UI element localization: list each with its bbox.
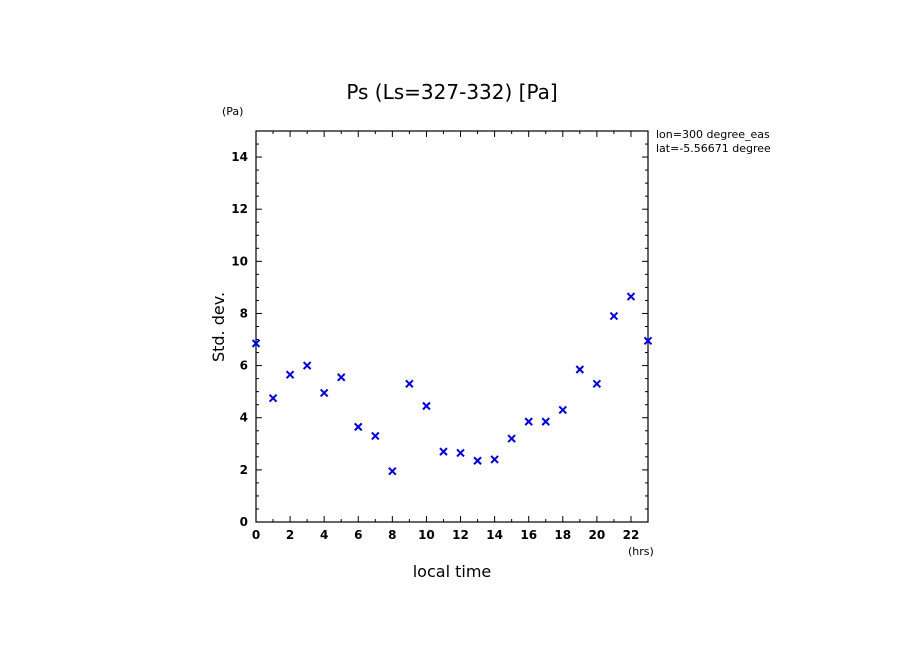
x-tick-label: 2 <box>286 528 294 542</box>
x-axis-label: local time <box>413 562 492 581</box>
data-point <box>575 365 585 374</box>
data-point <box>354 422 363 432</box>
data-point <box>439 447 448 456</box>
y-tick-label: 4 <box>240 411 248 425</box>
axis-ticks <box>255 130 649 523</box>
y-tick-label: 12 <box>231 202 248 216</box>
x-tick-label: 20 <box>589 528 606 542</box>
data-point <box>507 434 516 443</box>
x-tick-label: 18 <box>554 528 571 542</box>
data-point <box>285 370 295 379</box>
data-point <box>268 393 278 403</box>
y-tick-label: 0 <box>240 515 248 529</box>
chart-title: Ps (Ls=327-332) [Pa] <box>346 80 557 104</box>
y-tick-label: 2 <box>240 463 248 477</box>
data-points <box>251 292 653 476</box>
data-point <box>422 401 431 411</box>
data-point <box>558 405 567 415</box>
data-point <box>524 417 533 426</box>
data-point <box>609 311 619 321</box>
plot-frame <box>255 130 649 523</box>
annotation-lat: lat=-5.56671 degree <box>656 142 771 155</box>
x-tick-label: 10 <box>418 528 435 542</box>
plot-border <box>255 130 649 523</box>
data-point <box>456 448 465 458</box>
y-tick-label: 8 <box>240 306 248 320</box>
y-unit-label: (Pa) <box>222 105 243 118</box>
x-tick-label: 16 <box>520 528 537 542</box>
annotation-lon: lon=300 degree_eas <box>656 128 770 141</box>
x-tick-label: 22 <box>623 528 640 542</box>
x-tick-label: 12 <box>452 528 469 542</box>
data-point <box>643 336 653 346</box>
x-unit-label: (hrs) <box>628 545 654 558</box>
data-point <box>337 373 346 382</box>
data-point <box>626 292 636 301</box>
x-tick-label: 4 <box>320 528 328 542</box>
data-point <box>405 379 414 389</box>
data-point <box>251 339 261 348</box>
y-tick-label: 14 <box>231 150 248 164</box>
data-point <box>319 388 329 398</box>
x-tick-label: 6 <box>354 528 362 542</box>
data-point <box>541 417 550 426</box>
data-point <box>490 455 499 464</box>
data-point <box>388 466 397 476</box>
data-point <box>473 456 482 465</box>
data-point <box>592 379 602 389</box>
data-point <box>302 361 312 370</box>
y-tick-label: 10 <box>231 254 248 268</box>
y-axis-label: Std. dev. <box>209 292 228 362</box>
data-point <box>371 431 380 441</box>
x-tick-label: 14 <box>486 528 503 542</box>
x-tick-label: 0 <box>252 528 260 542</box>
axis-tick-labels: 0 2 4 6 8 10 12 14 0 2 4 6 8 10 12 14 16 18 20 22 <box>231 150 639 542</box>
y-tick-label: 6 <box>240 359 248 373</box>
x-tick-label: 8 <box>388 528 396 542</box>
